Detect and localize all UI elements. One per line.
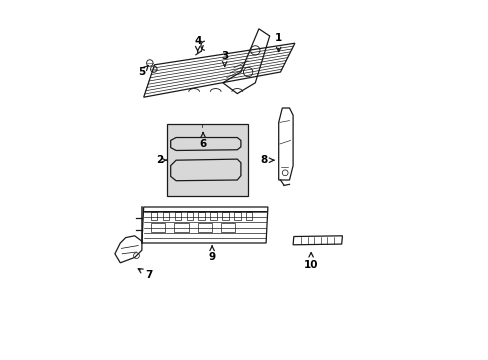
Text: 6: 6 (199, 133, 206, 149)
Text: 8: 8 (260, 155, 273, 165)
Bar (174, 212, 181, 220)
Bar (167, 124, 247, 196)
Text: 9: 9 (208, 246, 215, 262)
Text: 5: 5 (138, 66, 148, 77)
Text: 7: 7 (138, 269, 152, 280)
Bar (197, 223, 212, 232)
Bar (210, 212, 216, 220)
Bar (198, 212, 204, 220)
Bar (174, 223, 188, 232)
Bar (222, 212, 228, 220)
Bar (186, 212, 193, 220)
Text: 4: 4 (194, 36, 201, 52)
Bar (245, 212, 252, 220)
Text: 10: 10 (303, 253, 318, 270)
Text: 2: 2 (156, 155, 166, 165)
Text: 3: 3 (221, 51, 228, 67)
Bar (151, 223, 165, 232)
Text: 1: 1 (275, 33, 282, 51)
Bar (151, 212, 157, 220)
Bar (234, 212, 240, 220)
Bar (163, 212, 169, 220)
Bar (221, 223, 235, 232)
